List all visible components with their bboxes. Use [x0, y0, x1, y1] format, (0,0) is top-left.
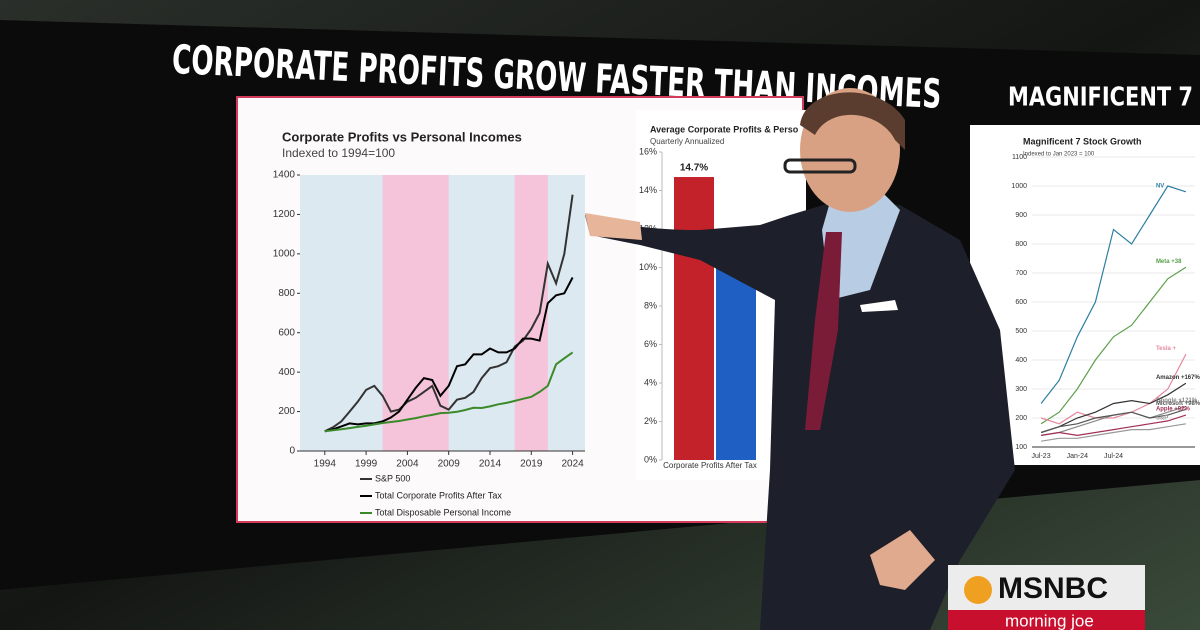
logo-brand: MSNBC — [998, 572, 1108, 605]
x-tick-label: 2024 — [561, 459, 584, 470]
y-tick-label: 300 — [1015, 386, 1027, 393]
series-line — [324, 351, 574, 433]
shaded-band — [382, 175, 449, 451]
hand — [870, 530, 935, 590]
chart-average-profits: Average Corporate Profits & Perso Quarter… — [639, 124, 799, 470]
series-line — [324, 194, 574, 433]
logo-band — [948, 610, 1145, 630]
x-tick-label: 1999 — [355, 459, 378, 470]
y-tick-label: 1200 — [273, 209, 296, 220]
hair — [800, 92, 905, 150]
x-tick-label: 2019 — [520, 459, 543, 470]
logo-show: morning joe — [1005, 611, 1094, 630]
hand — [585, 213, 642, 240]
series-line — [1040, 382, 1187, 434]
shirt — [822, 190, 900, 300]
x-tick-label: 2004 — [396, 459, 419, 470]
chart-profits-vs-incomes: Corporate Profits vs Personal Incomes Ind… — [273, 129, 585, 517]
chart-subtitle: Indexed to Jan 2023 = 100 — [1023, 152, 1095, 158]
glasses — [783, 158, 857, 174]
series-line — [1040, 353, 1187, 425]
series-line — [1041, 423, 1186, 442]
series-label: Tesla + — [1156, 346, 1177, 352]
chart-title: Magnificent 7 Stock Growth — [1023, 136, 1142, 146]
y-tick-label: 0 — [289, 446, 295, 457]
bar — [716, 261, 756, 460]
series-line — [324, 277, 574, 433]
chart-subtitle: Quarterly Annualized — [650, 137, 724, 146]
series-label: Apple +92% — [1156, 407, 1191, 413]
series-label: NV — [1156, 183, 1164, 189]
chart-title: Corporate Profits vs Personal Incomes — [282, 129, 522, 144]
y-tick-label: 14% — [639, 185, 657, 195]
y-tick-label: 500 — [1015, 328, 1027, 335]
x-tick-label: Jul-24 — [1104, 453, 1123, 460]
y-tick-label: 200 — [278, 406, 295, 417]
y-tick-label: 16% — [639, 146, 657, 156]
series-label: Microsoft +98% — [1156, 401, 1200, 407]
y-tick-label: 1400 — [273, 170, 296, 181]
chart-title: Average Corporate Profits & Perso — [650, 124, 799, 134]
y-tick-label: 800 — [1015, 241, 1027, 248]
y-tick-label: 400 — [1015, 357, 1027, 364]
x-tick-label: 2009 — [438, 459, 461, 470]
y-tick-label: 10% — [639, 262, 657, 272]
series-line — [1041, 414, 1187, 437]
series-label: Amazon +167% — [1156, 375, 1200, 381]
legend-label: S&P 500 — [375, 473, 410, 483]
series-label: Meta +38 — [1156, 259, 1182, 265]
headline-secondary: MAGNIFICENT 7 — [1008, 83, 1193, 113]
y-tick-label: 600 — [1015, 299, 1027, 306]
series-label: Google +121% — [1156, 398, 1198, 404]
y-tick-label: 2% — [644, 416, 657, 426]
peacock — [964, 576, 992, 604]
y-tick-label: 200 — [1015, 415, 1027, 422]
y-tick-label: 1000 — [273, 248, 296, 259]
y-tick-label: 800 — [278, 288, 295, 299]
legend-label: Total Disposable Personal Income — [375, 507, 511, 517]
y-tick-label: 1100 — [1012, 154, 1027, 161]
x-tick-label: 1994 — [314, 459, 337, 470]
y-tick-label: 6% — [644, 339, 657, 349]
chart-subtitle: Indexed to 1994=100 — [282, 146, 395, 160]
y-tick-label: 4% — [644, 377, 657, 387]
y-tick-label: 600 — [278, 327, 295, 338]
pocket-square — [860, 300, 898, 312]
series-line — [1040, 185, 1187, 404]
x-tick-label: Jul-23 — [1032, 453, 1051, 460]
network-logo: MSNBC morning joe — [948, 565, 1145, 630]
y-tick-label: 0% — [644, 454, 657, 464]
chart-magnificent-7: Magnificent 7 Stock Growth Indexed to Jan… — [1011, 136, 1200, 459]
y-tick-label: 700 — [1015, 270, 1027, 277]
x-tick-label: 2014 — [479, 459, 502, 470]
y-tick-label: 900 — [1015, 212, 1027, 219]
series-line — [1040, 408, 1187, 434]
series-label: S&P — [1156, 415, 1168, 421]
x-tick-label: Corporate Profits After Tax — [663, 461, 757, 470]
y-tick-label: 1000 — [1011, 183, 1027, 190]
x-tick-label: Jan-24 — [1067, 453, 1089, 460]
bar — [674, 177, 714, 460]
y-tick-label: 8% — [644, 300, 657, 310]
series-line — [1040, 266, 1187, 425]
y-tick-label: 100 — [1015, 444, 1027, 451]
presenter — [585, 88, 1015, 630]
tie — [805, 232, 842, 430]
shaded-band — [514, 175, 548, 451]
legend-label: Total Corporate Profits After Tax — [375, 490, 502, 500]
value-label: 14.7% — [680, 163, 708, 174]
suit — [585, 200, 1015, 630]
y-tick-label: 400 — [278, 367, 295, 378]
